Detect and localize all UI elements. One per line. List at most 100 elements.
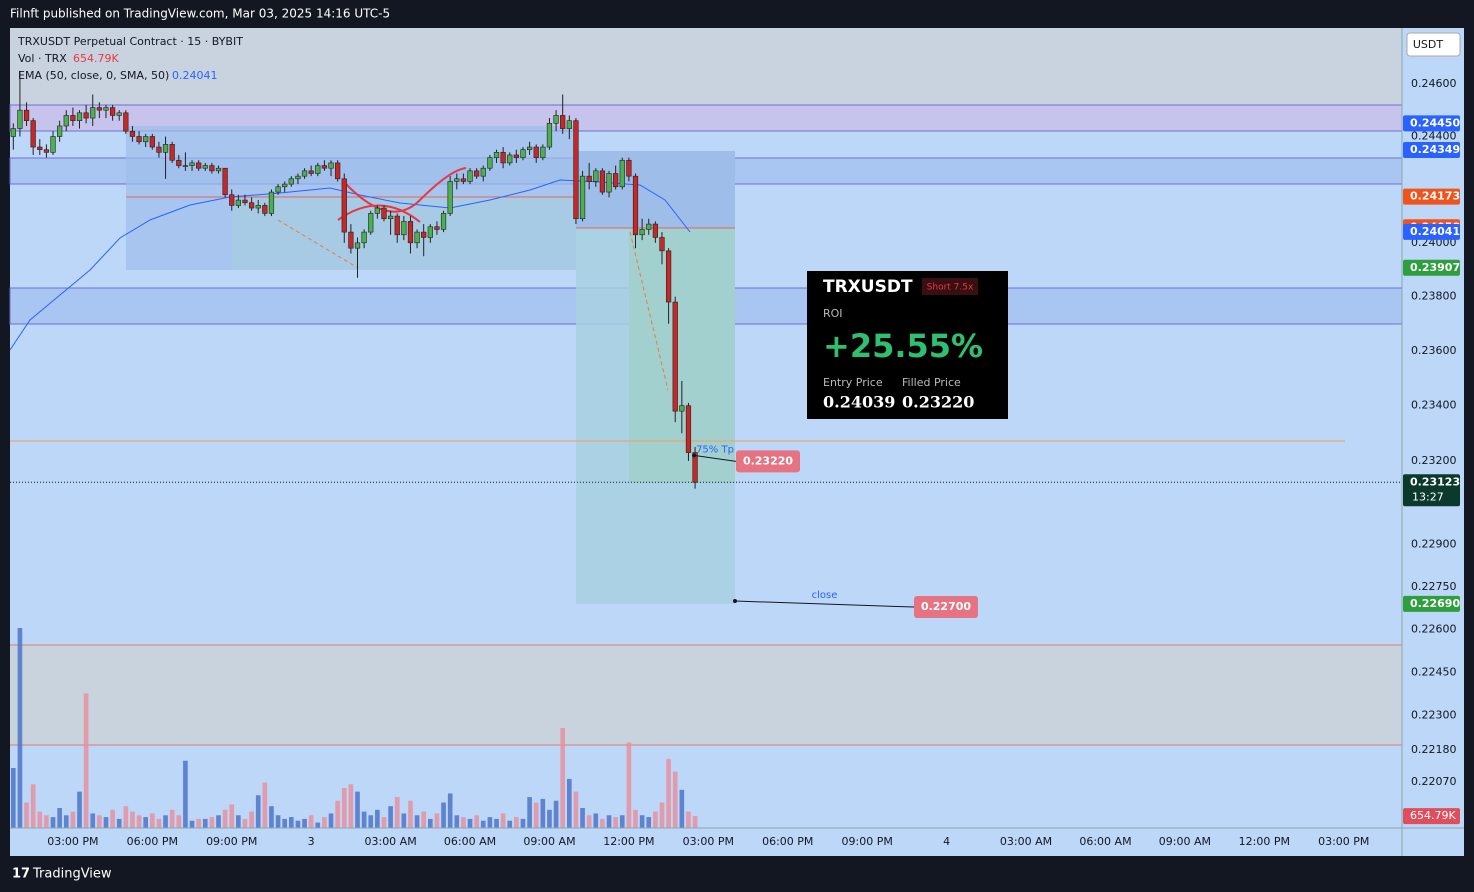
volume-axis-label-bg xyxy=(1403,808,1460,825)
volume-bar xyxy=(17,628,23,828)
volume-bar xyxy=(467,818,473,828)
price-label: 0.24041 xyxy=(1410,225,1460,238)
x-tick-label: 03:00 PM xyxy=(47,835,98,848)
volume-legend-value: 654.79K xyxy=(73,52,119,65)
candle-body xyxy=(573,120,579,220)
target-label: 0.23220 xyxy=(743,454,793,467)
candle-body xyxy=(520,149,526,158)
candle-body xyxy=(37,146,43,150)
volume-bar xyxy=(209,817,215,828)
x-tick-label: 09:00 AM xyxy=(523,835,575,848)
volume-bar xyxy=(474,815,479,828)
candle-body xyxy=(96,107,102,111)
x-tick-label: 09:00 PM xyxy=(206,835,257,848)
volume-bar xyxy=(593,813,599,828)
candle-body xyxy=(354,242,361,249)
candle-body xyxy=(487,157,493,169)
volume-bar xyxy=(619,815,625,828)
volume-bar xyxy=(50,817,56,828)
volume-bar xyxy=(692,816,698,828)
candle-body xyxy=(606,173,612,193)
volume-bar xyxy=(341,788,347,828)
currency: USDT xyxy=(1413,38,1444,51)
card-filled-label: Filled Price xyxy=(902,376,961,389)
volume-bar xyxy=(97,815,102,828)
volume-bar xyxy=(375,809,380,828)
volume-bar xyxy=(156,818,162,828)
ema-legend: EMA (50, close, 0, SMA, 50) xyxy=(18,69,169,82)
logo-mark: 17 xyxy=(12,867,30,882)
volume-bar xyxy=(255,795,261,828)
candle-body xyxy=(301,170,308,177)
currency-button[interactable] xyxy=(1406,32,1461,57)
volume-bar xyxy=(414,815,420,828)
symbol-title: TRXUSDT Perpetual Contract · 15 · BYBIT xyxy=(17,35,243,48)
volume-bar xyxy=(653,811,658,828)
candle-body xyxy=(176,159,182,166)
volume-bar xyxy=(236,815,241,828)
volume-bar xyxy=(216,815,221,828)
volume-bar xyxy=(368,815,374,828)
candle-body xyxy=(30,120,36,148)
volume-bar xyxy=(494,818,499,828)
volume-bar xyxy=(441,802,446,828)
volume-bar xyxy=(308,815,314,828)
position-card xyxy=(807,271,1008,419)
x-tick-label: 03:00 PM xyxy=(683,835,734,848)
price-label-bg xyxy=(1403,595,1460,612)
candle-body xyxy=(76,112,83,121)
candle-body xyxy=(460,178,467,182)
candle-body xyxy=(586,175,592,182)
volume-bar xyxy=(686,811,691,828)
volume-bar xyxy=(269,806,274,828)
candle-body xyxy=(10,128,16,137)
target-label-bg xyxy=(736,450,800,473)
price-label: 0.24450 xyxy=(1410,116,1460,129)
x-tick-label: 03:00 AM xyxy=(364,835,416,848)
volume-bar xyxy=(540,798,546,828)
volume-bar xyxy=(580,808,585,828)
candle-body xyxy=(560,115,566,129)
volume-bar xyxy=(90,813,96,828)
x-tick-label: 06:00 AM xyxy=(1079,835,1131,848)
candle-body xyxy=(374,207,380,214)
candle-body xyxy=(619,159,625,188)
volume-bar xyxy=(222,809,228,828)
volume-bar xyxy=(633,809,638,828)
candle-body xyxy=(215,167,222,172)
card-filled: 0.23220 xyxy=(902,393,974,412)
y-tick-label: 0.23400 xyxy=(1411,399,1457,412)
target-label: 0.22700 xyxy=(921,600,971,613)
volume-bar xyxy=(507,820,513,828)
y-tick-label: 0.22600 xyxy=(1411,622,1457,635)
candle-body xyxy=(136,136,142,143)
candle-body xyxy=(368,213,374,233)
price-label-bg xyxy=(1403,223,1460,240)
volume-bar xyxy=(24,802,29,828)
volume-bar xyxy=(37,811,43,828)
candle-body xyxy=(526,146,533,150)
volume-bar xyxy=(348,784,354,828)
candle-body xyxy=(275,186,281,193)
volume-bar xyxy=(573,791,579,828)
volume-bar xyxy=(408,800,413,828)
overlay-layer: TRXUSDT Short 7.5x ROI +25.55% Entry Pri… xyxy=(692,271,1008,619)
card-symbol: TRXUSDT xyxy=(823,277,913,297)
candle-body xyxy=(70,115,76,121)
candle-body xyxy=(328,162,334,169)
volume-bar xyxy=(116,818,122,828)
candle-body xyxy=(23,109,30,121)
candle-body xyxy=(123,112,129,132)
candle-body xyxy=(579,175,586,220)
candle-body xyxy=(90,107,96,119)
candle-body xyxy=(493,152,500,158)
candle-body xyxy=(540,146,546,158)
target-anchor xyxy=(692,453,696,458)
candle-body xyxy=(593,170,599,182)
candle-body xyxy=(685,405,692,453)
volume-bar xyxy=(394,797,400,828)
candle-body xyxy=(109,107,116,116)
side-badge xyxy=(922,278,978,295)
candle-body xyxy=(169,144,175,161)
candle-body xyxy=(50,136,56,153)
